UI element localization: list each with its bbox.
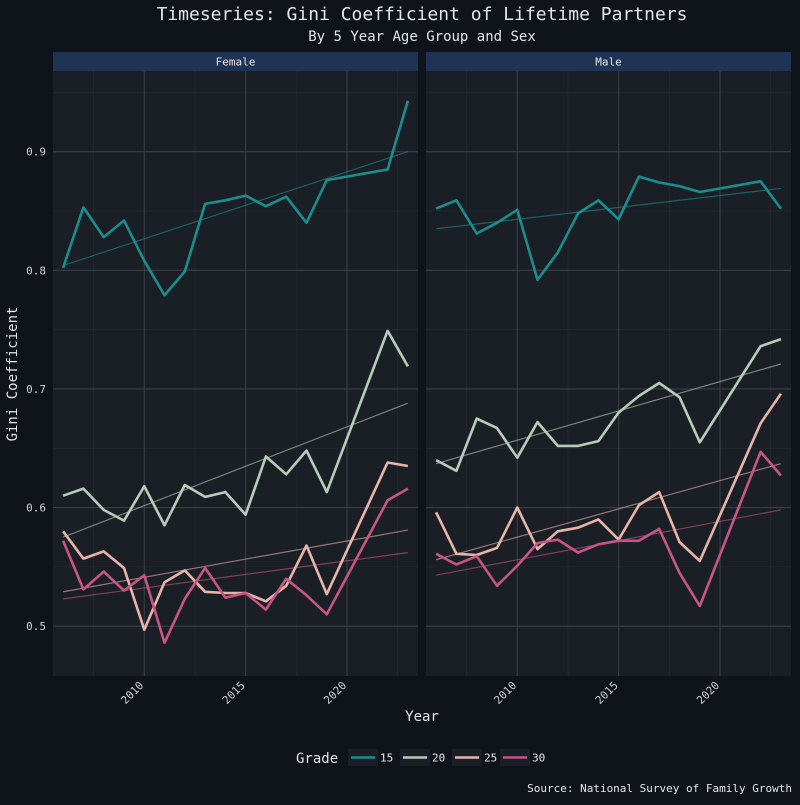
- panel-background: [53, 71, 418, 676]
- y-tick-label: 0.6: [26, 502, 46, 515]
- panel-background: [426, 71, 791, 676]
- trend-line-15: [62, 151, 409, 267]
- legend-title: Grade: [296, 751, 338, 767]
- series-line-15: [435, 175, 782, 282]
- trend-line-30: [63, 552, 408, 600]
- y-tick-label: 0.8: [26, 264, 46, 277]
- series-line-30: [435, 450, 782, 608]
- trend-line-20: [435, 363, 782, 465]
- y-tick-label: 0.7: [26, 383, 46, 396]
- series-line-15: [61, 100, 410, 297]
- legend-label-15: 15: [380, 752, 393, 765]
- legend-label-20: 20: [432, 752, 445, 765]
- facet-strip: [426, 52, 791, 71]
- legend: Grade 15 20 25 30: [296, 749, 545, 767]
- trend-line-20: [62, 402, 409, 538]
- series-line-30: [61, 487, 409, 645]
- x-axis-title: Year: [405, 709, 439, 725]
- caption: Source: National Survey of Family Growth: [527, 782, 792, 795]
- facet-strip: [53, 52, 418, 71]
- y-tick-label: 0.5: [26, 620, 46, 633]
- chart-title: Timeseries: Gini Coefficient of Lifetime…: [156, 4, 687, 25]
- facet-strip-label: Female: [216, 56, 256, 69]
- y-tick-label: 0.9: [26, 146, 46, 159]
- series-line-20: [62, 329, 410, 527]
- y-axis: 0.5 0.6 0.7 0.8 0.9: [26, 146, 46, 634]
- facet-strip-label: Male: [595, 56, 622, 69]
- series-line-25: [62, 461, 409, 632]
- series-line-20: [435, 337, 782, 473]
- series-line-25: [434, 392, 782, 563]
- trend-line-25: [435, 463, 782, 561]
- y-axis-title: Gini Coefficient: [5, 307, 21, 442]
- legend-label-30: 30: [532, 752, 545, 765]
- legend-label-25: 25: [484, 752, 497, 765]
- chart-subtitle: By 5 Year Age Group and Sex: [308, 29, 536, 45]
